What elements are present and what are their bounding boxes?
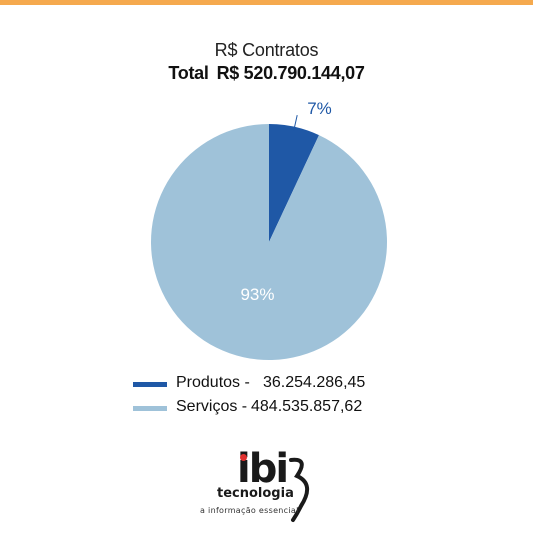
total-value: R$ 520.790.144,07 — [216, 63, 365, 83]
logo-wordmark: tecnologia — [217, 486, 294, 501]
logo-dot — [240, 454, 247, 461]
legend-value-produtos: 36.254.286,45 — [263, 374, 366, 391]
pie-label-produtos: 7% — [307, 99, 332, 118]
chart-title: R$ Contratos — [214, 40, 319, 60]
legend-label-servicos: Serviços - — [176, 398, 248, 415]
logo-mark: ibi — [237, 446, 289, 492]
ibi-tecnologia-logo: ibi tecnologia a informação essencial — [195, 446, 335, 525]
logo-tagline: a informação essencial — [200, 506, 299, 515]
legend-value-servicos: 484.535.857,62 — [251, 398, 363, 415]
pie-chart: 7% 93% — [150, 99, 387, 360]
top-accent-bar — [0, 0, 533, 5]
chart-subtitle: Total R$ 520.790.144,07 — [0, 63, 533, 84]
pie-slice-produtos — [269, 124, 319, 242]
legend-swatch-servicos — [133, 406, 167, 411]
pie-slice-servios — [150, 124, 387, 360]
logo-swoosh-icon — [289, 457, 309, 522]
legend-label-produtos: Produtos - — [176, 374, 250, 391]
total-label: Total — [168, 63, 209, 83]
pie-leader-line — [293, 114, 298, 131]
legend-swatch-produtos — [133, 382, 167, 387]
pie-label-servios: 93% — [240, 285, 274, 304]
